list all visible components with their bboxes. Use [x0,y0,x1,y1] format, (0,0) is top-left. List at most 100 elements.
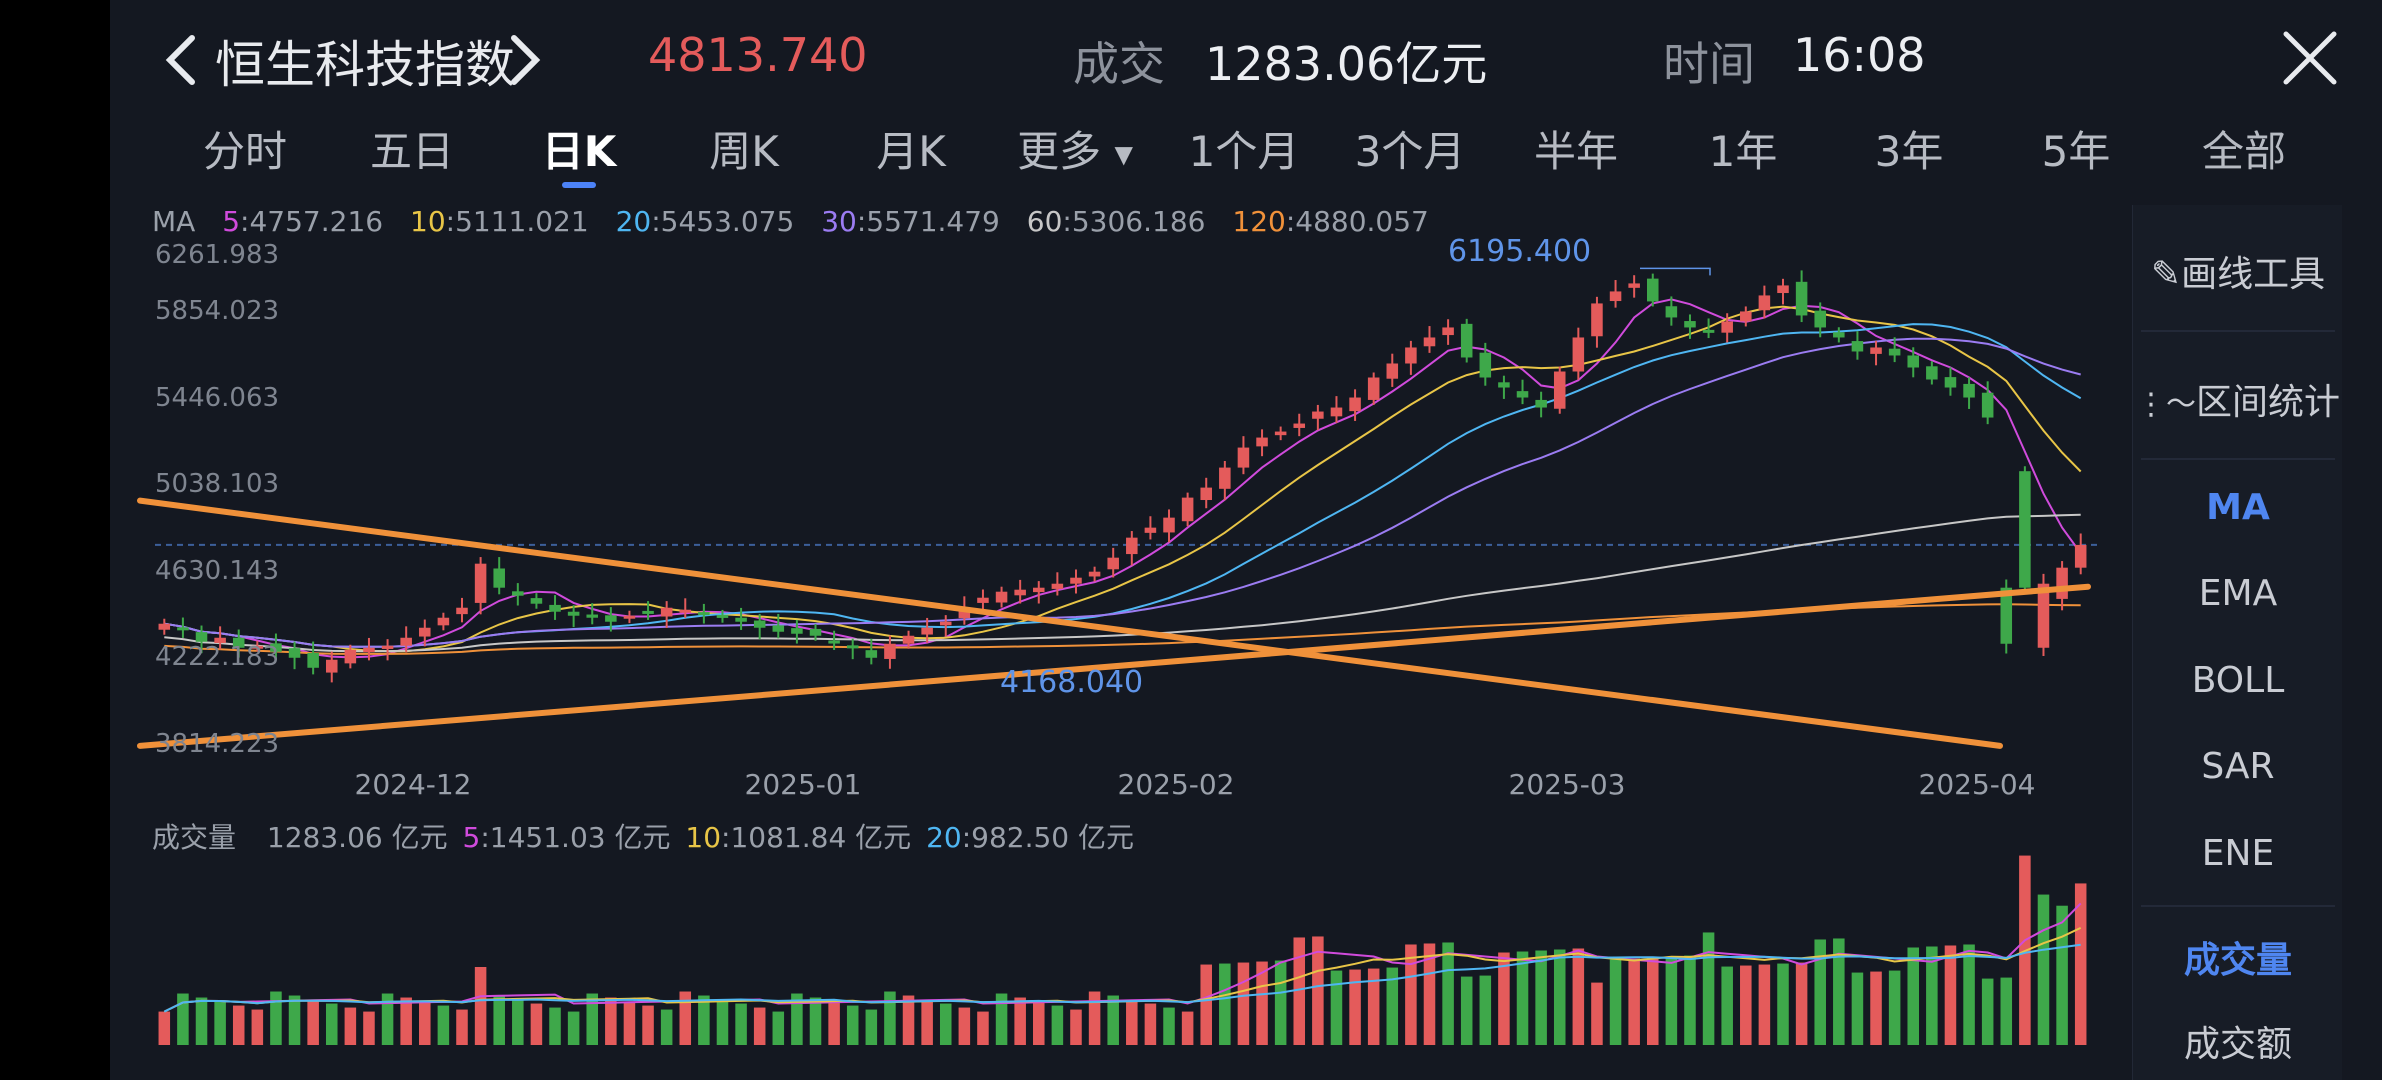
candle [586,614,599,618]
volume-bar [195,997,208,1045]
candle [791,628,803,634]
tab-five-day[interactable]: 五日 [369,127,455,176]
high-annotation: 6195.400 [1448,234,1592,269]
tab-daily-k[interactable]: 日K [541,127,617,176]
tab-5-years[interactable]: 5年 [2041,127,2111,176]
divider [2141,458,2335,460]
price-chart[interactable] [110,0,2382,1080]
sub-indicator-volume[interactable]: 成交量 [2183,940,2292,981]
candle [660,607,673,617]
draw-tool-button[interactable]: ✎画线工具 [2133,245,2343,297]
ma5-key: 5 [222,205,241,238]
tab-intraday[interactable]: 分时 [202,127,288,176]
candle [846,645,859,649]
candle [1609,291,1622,302]
tab-1-year[interactable]: 1年 [1708,127,1778,176]
tab-half-year[interactable]: 半年 [1533,127,1619,176]
volume-bar [1944,945,1957,1045]
volume-bar [1628,958,1640,1045]
volume-bar [1572,948,1585,1045]
tab-3-months[interactable]: 3个月 [1354,127,1466,176]
volume-legend: 成交量 1283.06 亿元 5:1451.03 亿元 10:1081.84 亿… [152,816,1134,856]
active-tab-indicator [562,182,596,188]
volume-bar [1758,964,1771,1045]
volume-bar [679,991,692,1045]
volume-bar [958,1007,971,1045]
volume-bar [251,1009,264,1045]
candle [995,591,1008,603]
candle [1107,557,1119,570]
volume-bar [419,1001,431,1045]
divider [2141,330,2335,332]
indicator-ma[interactable]: MA [2206,487,2270,528]
candle [1088,571,1101,577]
volume-bar [344,1007,357,1045]
previous-index-icon[interactable] [160,32,204,85]
candle [177,627,189,631]
tab-weekly-k[interactable]: 周K [709,127,779,176]
indicator-sar[interactable]: SAR [2201,746,2275,787]
volume-bar [828,1001,840,1045]
candle [2056,567,2068,599]
candle [1628,283,1640,288]
ma10-key: 10 [410,205,446,238]
volume-bar [1777,963,1789,1045]
volume-bar [977,1011,989,1045]
candle [1386,363,1399,379]
volume-bar [716,999,729,1045]
candle [828,640,840,644]
volume-bar [530,1003,543,1045]
caret-down-icon: ▼ [1114,140,1133,169]
candle [1367,377,1380,400]
range-icon: ⋮〜 [2135,387,2196,422]
candle [1684,321,1696,328]
candle [1702,329,1715,333]
next-index-icon[interactable] [502,32,546,85]
volume-bar [437,1005,450,1045]
volume-bar [1126,999,1138,1045]
candle [325,659,338,673]
tab-3-years[interactable]: 3年 [1874,127,1944,176]
candle [1740,311,1752,322]
indicator-ema[interactable]: EMA [2198,573,2278,614]
sub-indicator-turnover[interactable]: 成交额 [2183,1024,2292,1065]
candle [493,568,505,588]
candle [288,648,301,658]
tab-monthly-k[interactable]: 月K [876,127,946,176]
volume-bar [493,995,505,1045]
x-axis-label: 2025-01 [744,768,862,801]
candle [1405,347,1417,364]
volume-bar [1144,1003,1157,1045]
ma120-value: :4880.057 [1285,205,1429,238]
volume-bar [1330,970,1343,1045]
ascending-trendline [137,583,2091,749]
volume-bar [1367,968,1380,1045]
candle [270,643,282,652]
volume-bar [1907,947,1920,1045]
indicator-boll[interactable]: BOLL [2191,660,2285,701]
candle [2019,471,2031,588]
candle [939,621,952,626]
low-annotation: 4168.040 [1000,665,1144,700]
volume-bar [1405,944,1417,1045]
volume-bar [1349,969,1361,1045]
candle [1033,587,1045,593]
candle [1981,392,1994,418]
volume-bar [158,1011,171,1045]
app-window: 恒生科技指数 4813.740 成交 1283.06亿元 时间 16:08 分时… [110,0,2382,1080]
candle [1330,407,1343,417]
ma5-value: :4757.216 [240,205,384,238]
candle [958,607,971,619]
volume-bar [921,999,933,1045]
range-stats-button[interactable]: ⋮〜区间统计 [2133,373,2343,425]
candle [363,647,375,653]
volume-bar [1609,959,1622,1045]
volume-bar [1981,978,1994,1045]
descending-trendline [137,497,2003,749]
close-icon[interactable] [2282,30,2338,90]
tab-1-month[interactable]: 1个月 [1188,127,1300,176]
indicator-ene[interactable]: ENE [2201,833,2275,874]
candle [456,607,468,615]
tab-all[interactable]: 全部 [2201,127,2287,176]
tab-more[interactable]: 更多 ▼ [1017,118,1133,179]
